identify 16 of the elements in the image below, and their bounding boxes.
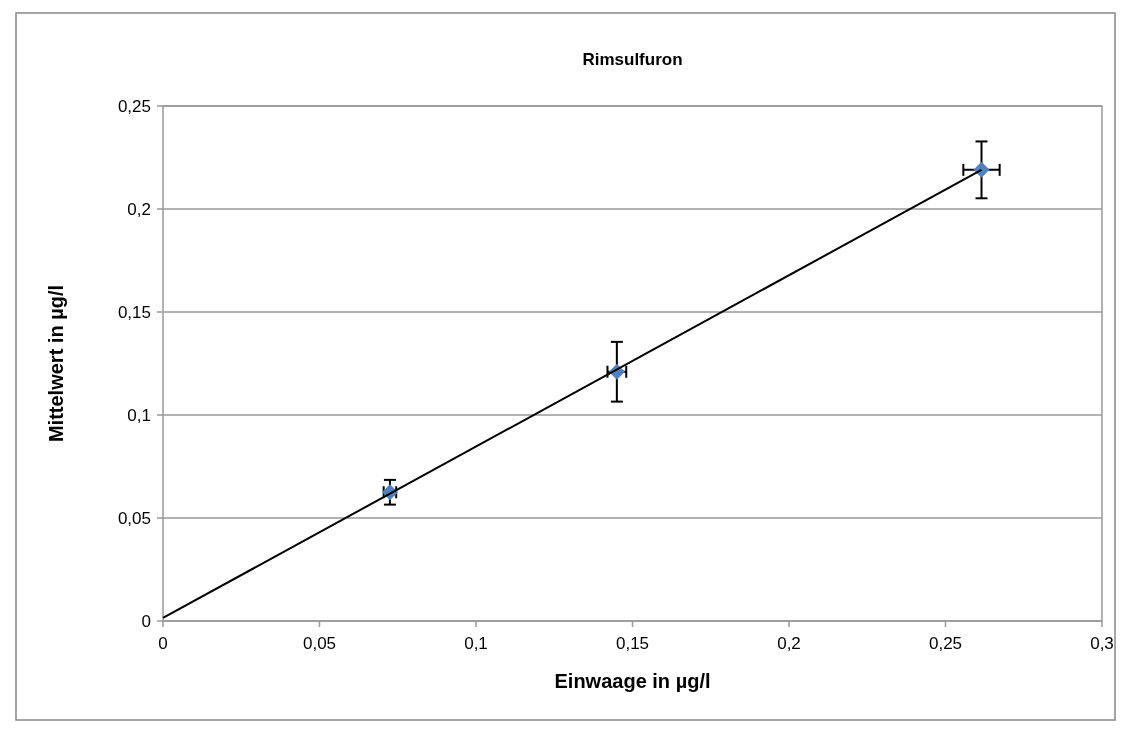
x-tick-label: 0 [158,634,168,653]
x-tick-label: 0,05 [302,634,337,653]
y-tick-label: 0,05 [117,508,151,528]
y-tick-label: 0,15 [117,302,151,322]
y-tick-label: 0 [141,611,151,631]
y-tick-label: 0,2 [127,199,151,219]
y-tick-label: 0,1 [127,405,151,425]
x-tick-label: 0,15 [615,634,650,653]
x-tick-label: 0,1 [464,634,488,653]
chart-title: Rimsulfuron [582,50,683,69]
x-tick-label: 0,3 [1090,634,1114,653]
x-axis-title: Einwaage in µg/l [554,670,711,692]
x-tick-label: 0,25 [928,634,963,653]
y-axis-title: Mittelwert in µg/l [45,284,67,443]
x-tick-label: 0,2 [777,634,801,653]
y-tick-label: 0,25 [117,96,151,116]
